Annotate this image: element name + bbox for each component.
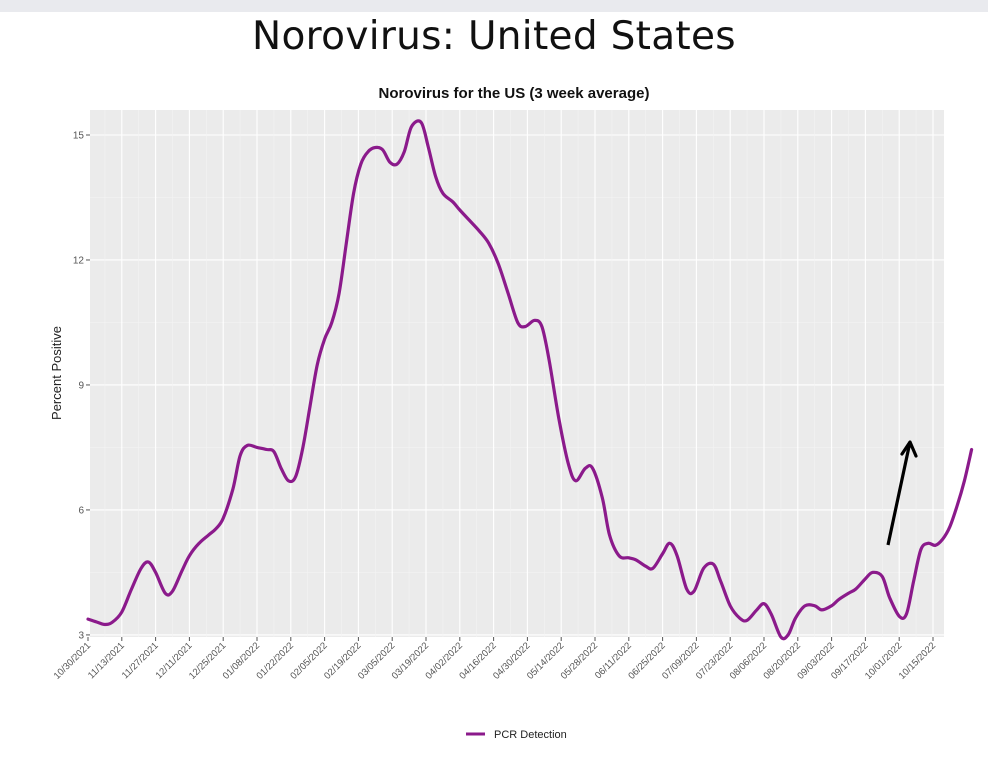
y-tick-label: 15 <box>73 130 85 141</box>
page-title: Norovirus: United States <box>252 14 736 59</box>
y-tick-label: 12 <box>73 255 85 266</box>
x-axis-ticks: 10/30/202111/13/202111/27/202112/11/2021… <box>52 637 938 682</box>
legend: PCR Detection <box>466 729 567 741</box>
y-tick-label: 6 <box>78 505 84 516</box>
arrow-shaft <box>886 441 912 546</box>
arrow-head <box>900 440 918 458</box>
chart-title: Norovirus for the US (3 week average) <box>379 85 650 102</box>
y-axis-label: Percent Positive <box>49 326 64 420</box>
series-line-pcr-detection <box>86 119 974 641</box>
trend-arrow <box>886 440 918 546</box>
legend-label: PCR Detection <box>494 729 567 741</box>
grid <box>90 110 944 637</box>
top-strip <box>0 0 232 12</box>
plot-background <box>90 110 944 637</box>
y-tick-label: 9 <box>78 380 84 391</box>
y-axis-ticks: 3 6 9 12 15 <box>73 130 90 641</box>
x-tick-label: 10/15/2022 <box>897 640 938 681</box>
y-tick-label: 3 <box>78 630 84 641</box>
